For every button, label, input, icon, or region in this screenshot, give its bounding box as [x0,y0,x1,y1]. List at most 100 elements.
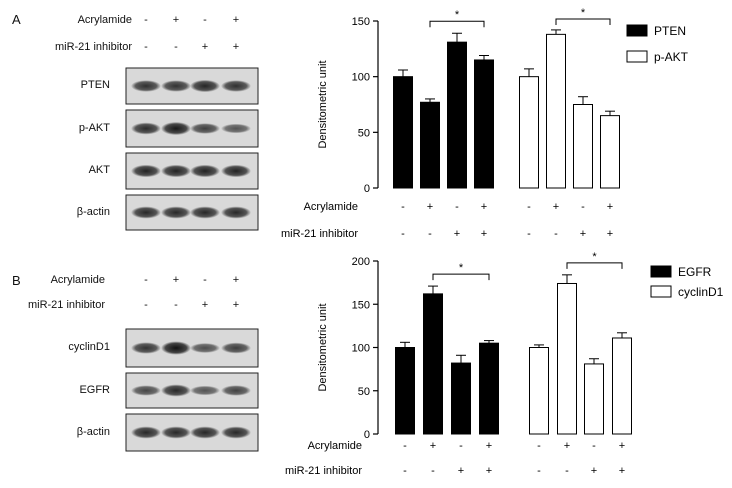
blot-strip [125,109,259,148]
blot-a-acrylamide-label: Acrylamide [77,14,132,26]
blot-sign: + [232,14,240,26]
chart-row-sign: + [619,440,625,452]
blot-band [221,385,251,396]
chart-row-sign: - [592,440,596,452]
blot-strip [125,152,259,190]
legend-label: EGFR [678,265,712,279]
blot-sign: - [144,274,148,286]
blot-band [131,80,161,92]
y-tick-label: 150 [352,299,370,311]
chart-row-sign: + [591,465,597,477]
blot-strip [125,413,259,452]
chart-row-sign: - [527,201,531,213]
blot-label: β-actin [76,425,110,438]
y-axis-label: Densitometric unit [317,303,329,391]
chart-row-sign: + [619,465,625,477]
chart-row-sign: - [403,465,407,477]
blot-band [221,426,251,439]
chart-row-label: miR-21 inhibitor [281,228,358,240]
blot-strip [125,372,259,409]
y-tick-label: 0 [364,429,370,441]
bar [600,115,620,189]
significance-star: * [459,262,464,274]
chart-row-label: Acrylamide [308,440,362,452]
chart-row-sign: - [428,228,432,240]
blot-band [161,206,191,219]
chart-row-label: miR-21 inhibitor [285,465,362,477]
blot-band [190,123,220,134]
blot-strip [125,328,259,368]
chart-row-sign: - [459,440,463,452]
chart-row-sign: - [565,465,569,477]
chart-row-sign: + [564,440,570,452]
bar [420,101,440,189]
bar [557,282,577,435]
chart-row-sign: + [486,465,492,477]
chart-row-sign: + [458,465,464,477]
chart-row-label: Acrylamide [304,201,358,213]
blot-sign: - [203,14,207,26]
chart-row-sign: + [427,201,433,213]
chart-row-sign: - [554,228,558,240]
blot-label: EGFR [79,383,110,396]
blot-band [190,343,220,353]
blot-band [221,164,251,178]
bar [395,347,415,435]
legend-swatch [626,50,648,63]
chart-row-sign: - [581,201,585,213]
chart-row-sign: - [401,201,405,213]
blot-b-acrylamide-label: Acrylamide [50,274,105,286]
blot-sign: - [174,41,178,53]
blot-label: PTEN [80,79,110,91]
legend-swatch [650,285,672,298]
blot-band [221,123,251,134]
blot-label: cyclinD1 [68,341,110,353]
significance-bracket [566,262,623,269]
blot-band [190,385,220,396]
blot-band [190,79,220,93]
y-tick-label: 150 [352,16,370,28]
chart-row-sign: + [481,201,487,213]
chart-row-sign: + [607,228,613,240]
bar [393,76,413,189]
legend-label: p-AKT [654,50,689,64]
panel-letter-a: A [12,12,21,27]
blot-strip [125,67,259,105]
blot-sign: - [144,299,148,311]
bar [423,293,443,435]
significance-star: * [592,251,597,263]
blot-band [190,206,220,219]
blot-sign: - [144,41,148,53]
y-tick-label: 50 [358,386,370,398]
bar [584,363,604,435]
blot-sign: + [172,274,180,286]
y-axis-label: Densitometric unit [317,60,329,148]
blot-band [131,206,161,219]
chart-row-sign: + [607,201,613,213]
chart-row-sign: - [537,465,541,477]
blot-band [131,426,161,439]
chart-row-sign: + [486,440,492,452]
blot-band [221,80,251,92]
blot-sign: - [144,14,148,26]
blot-band [161,341,191,355]
blot-band [221,342,251,354]
bar [529,347,549,435]
chart-row-sign: - [431,465,435,477]
blot-band [131,164,161,178]
blot-sign: + [201,299,209,311]
bar [447,41,467,189]
blot-band [131,122,161,135]
legend-label: cyclinD1 [678,285,724,299]
bar [451,362,471,435]
blot-sign: + [232,41,240,53]
blot-band [161,426,191,439]
chart-row-sign: - [401,228,405,240]
chart-row-sign: - [455,201,459,213]
chart-row-sign: + [580,228,586,240]
blot-sign: + [232,299,240,311]
blot-band [190,426,220,439]
blot-sign: + [232,274,240,286]
